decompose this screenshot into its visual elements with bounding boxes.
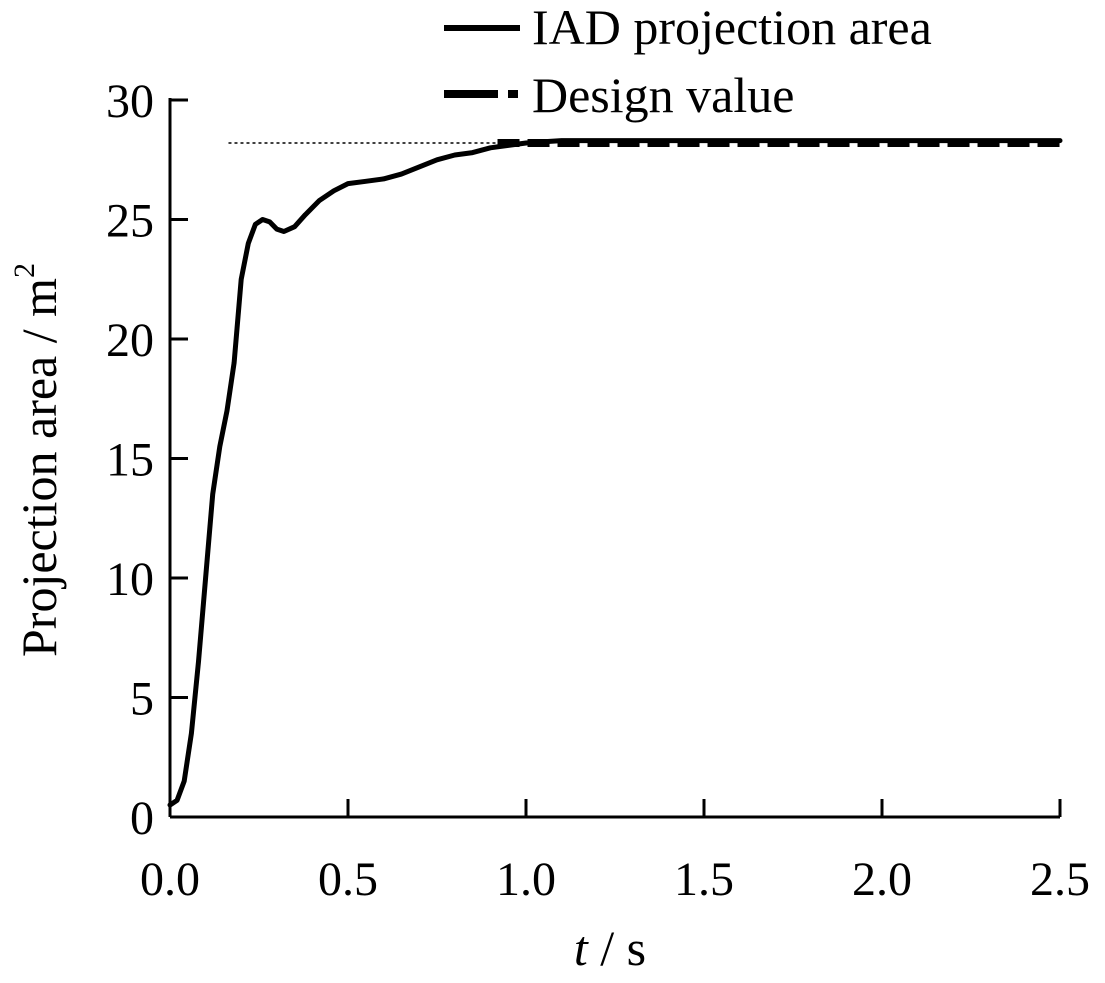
legend-label-design: Design value: [532, 67, 794, 123]
legend-item-design: Design value: [444, 67, 794, 123]
y-tick-label: 25: [106, 195, 154, 248]
x-tick-label: 2.5: [1030, 853, 1090, 906]
y-tick-labels: 0 5 10 15 20 25 30: [106, 75, 154, 845]
y-tick-label: 5: [130, 673, 154, 726]
legend-dot-swatch: [508, 90, 518, 98]
x-axis-unit: / s: [588, 920, 646, 976]
x-tick-label: 1.0: [496, 853, 556, 906]
y-tick-label: 0: [130, 792, 154, 845]
axes: [168, 98, 1062, 819]
y-tick-label: 20: [106, 314, 154, 367]
y-tick-label: 30: [106, 75, 154, 128]
y-tick-label: 15: [106, 434, 154, 487]
y-axis-label: Projection area / m: [11, 278, 67, 657]
y-axis-superscript: 2: [8, 263, 41, 278]
series-group: [167, 138, 1063, 808]
y-axis-title: Projection area / m2: [8, 263, 67, 657]
y-tick-label: 10: [106, 553, 154, 606]
iad-projection-area-line: [167, 138, 1063, 808]
legend: IAD projection area Design value: [444, 0, 932, 123]
legend-label-iad: IAD projection area: [532, 0, 932, 55]
x-tick-label: 2.0: [852, 853, 912, 906]
x-tick-label: 0.0: [140, 853, 200, 906]
legend-item-iad: IAD projection area: [444, 0, 932, 55]
x-tick-label: 0.5: [318, 853, 378, 906]
x-axis-variable: t: [574, 920, 589, 976]
x-axis-title: t / s: [574, 920, 646, 976]
x-tick-labels: 0.0 0.5 1.0 1.5 2.0 2.5: [140, 853, 1090, 906]
x-tick-label: 1.5: [674, 853, 734, 906]
